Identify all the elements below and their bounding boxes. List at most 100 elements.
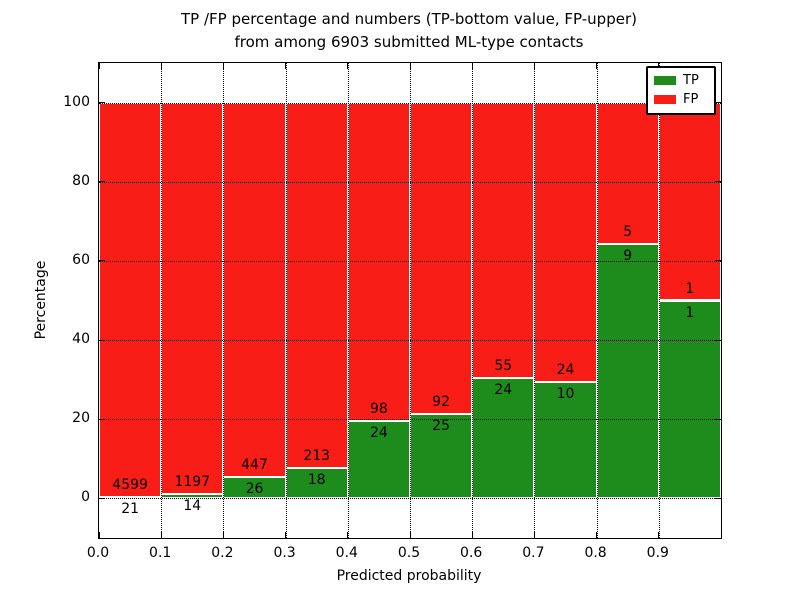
y-tick-label: 40 (72, 331, 90, 348)
bar-segment-fp (410, 102, 473, 414)
x-tick-label: 0.4 (335, 545, 358, 561)
bar-segment-fp (99, 102, 162, 497)
bar-segment-tp (658, 300, 721, 499)
gridline-x (658, 63, 660, 538)
bar-segment-fp (658, 102, 721, 301)
tp-count-label: 9 (623, 247, 633, 264)
y-tick-mark (99, 181, 105, 183)
y-tick-label: 20 (72, 410, 90, 427)
y-tick-mark-right (715, 339, 721, 341)
tp-count-label: 21 (121, 500, 140, 517)
y-tick-label: 100 (63, 93, 90, 110)
x-tick-mark-top (222, 63, 224, 69)
bar-segment-tp (347, 420, 410, 499)
y-tick-mark-right (715, 102, 721, 104)
fp-count-label: 5 (623, 223, 633, 240)
fp-count-label: 92 (432, 393, 450, 410)
fp-count-label: 24 (556, 361, 575, 378)
tp-count-label: 24 (494, 382, 513, 399)
x-tick-label: 0.7 (522, 545, 545, 561)
x-tick-mark (347, 532, 349, 538)
chart-title: TP /FP percentage and numbers (TP-bottom… (98, 8, 720, 54)
x-tick-mark-top (533, 63, 535, 69)
y-axis-label: Percentage (33, 260, 49, 340)
x-tick-label: 0.8 (584, 545, 607, 561)
x-tick-label: 0.0 (86, 545, 110, 561)
y-tick-label: 60 (72, 251, 90, 268)
x-tick-mark (409, 532, 411, 538)
x-tick-mark-top (409, 63, 411, 69)
plot-area: 4599 21 1197 14 447 26 213 18 98 24 92 25 55 24 24 10 5 9… (98, 62, 722, 539)
x-tick-label: 0.1 (149, 545, 172, 561)
legend-swatch-fp (654, 95, 676, 104)
x-axis-label: Predicted probability (336, 568, 482, 584)
legend-item-tp: TP (654, 71, 708, 90)
fp-count-label: 1 (685, 280, 695, 297)
y-tick-mark-right (715, 181, 721, 183)
x-tick-mark (658, 532, 660, 538)
gridline-x (534, 63, 536, 538)
x-tick-mark-top (160, 63, 162, 69)
bar-segment-tp (534, 381, 597, 499)
bar-segment-fp (223, 102, 286, 477)
chart-title-line1: TP /FP percentage and numbers (TP-bottom… (181, 10, 637, 28)
tp-count-label: 10 (556, 385, 575, 402)
tp-count-label: 25 (432, 417, 450, 434)
y-tick-mark-right (715, 260, 721, 262)
chart-title-line2: from among 6903 submitted ML-type contac… (234, 33, 584, 51)
legend-label-fp: FP (683, 92, 699, 107)
fp-count-label: 213 (303, 447, 331, 464)
bar-segment-tp (410, 413, 473, 499)
gridline-x (161, 63, 163, 538)
fp-count-label: 1197 (174, 473, 211, 490)
bar-segment-fp (285, 102, 348, 468)
x-tick-mark-top (471, 63, 473, 69)
x-tick-mark-top (347, 63, 349, 69)
x-tick-mark (160, 532, 162, 538)
bar-segment-tp (472, 378, 535, 499)
fp-count-label: 447 (241, 456, 268, 473)
x-tick-mark (98, 532, 100, 538)
bar-segment-fp (161, 102, 224, 494)
tp-count-label: 1 (685, 304, 695, 321)
y-tick-mark (99, 260, 105, 262)
fp-count-label: 55 (494, 358, 513, 375)
bar-segment-tp (596, 243, 659, 499)
x-tick-label: 0.5 (397, 545, 421, 561)
bar-segment-fp (596, 102, 659, 244)
y-tick-mark (99, 418, 105, 420)
x-tick-mark (471, 532, 473, 538)
gridline-x (596, 63, 598, 538)
x-tick-label: 0.2 (211, 545, 234, 561)
y-tick-mark-right (715, 418, 721, 420)
tp-count-label: 26 (245, 480, 264, 497)
bar-segment-tp (99, 496, 162, 499)
x-tick-mark (596, 532, 598, 538)
y-tick-mark-right (715, 497, 721, 499)
x-tick-mark-top (596, 63, 598, 69)
gridline-x (410, 63, 411, 538)
tp-count-label: 24 (369, 424, 388, 441)
gridline-x (223, 63, 225, 538)
x-tick-mark (533, 532, 535, 538)
bar-segment-fp (472, 102, 535, 379)
legend-item-fp: FP (654, 90, 708, 109)
y-tick-mark (99, 497, 105, 499)
x-tick-mark (285, 532, 287, 538)
tp-count-label: 18 (307, 471, 326, 488)
x-tick-mark (222, 532, 224, 538)
x-tick-label: 0.9 (646, 545, 669, 561)
legend-swatch-tp (654, 76, 676, 85)
fp-count-label: 98 (369, 400, 388, 417)
gridline-x (472, 63, 474, 538)
x-tick-mark-top (285, 63, 287, 69)
x-tick-label: 0.6 (460, 545, 483, 561)
tp-count-label: 14 (183, 497, 202, 514)
y-tick-label: 80 (72, 172, 90, 189)
fp-count-label: 4599 (112, 476, 148, 493)
y-tick-mark (99, 339, 105, 341)
gridline-x (285, 63, 287, 538)
y-tick-label: 0 (81, 489, 90, 506)
y-tick-mark (99, 102, 105, 104)
